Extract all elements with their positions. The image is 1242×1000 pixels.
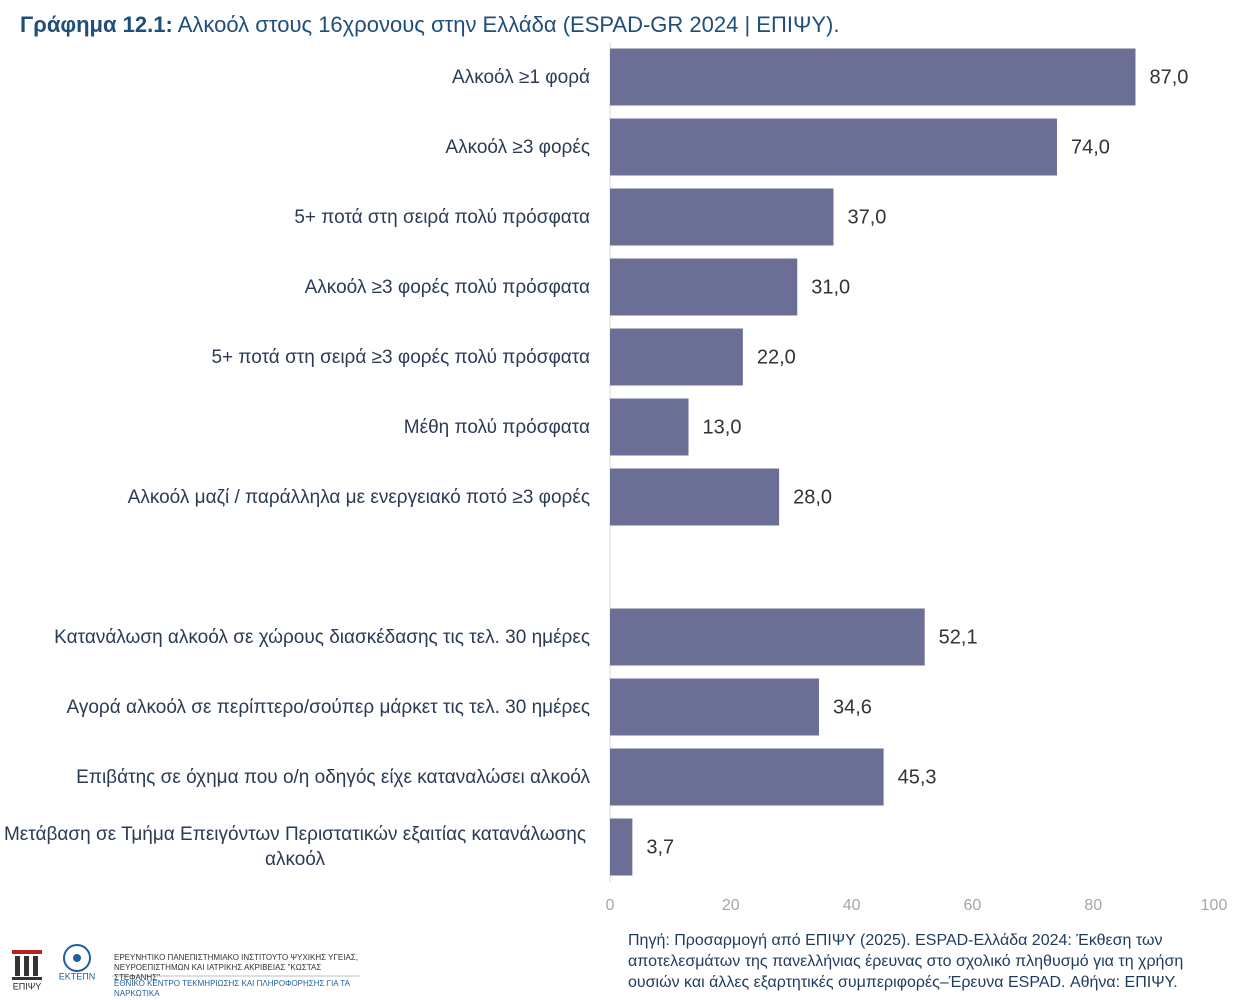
y-tick-label: Μέθη πολύ πρόσφατα xyxy=(0,415,590,440)
y-tick-label: 5+ ποτά στη σειρά ≥3 φορές πολύ πρόσφατα xyxy=(0,345,590,370)
category-text: Αγορά αλκοόλ σε περίπτερο/σούπερ μάρκετ … xyxy=(66,696,590,718)
y-tick-label: Αγορά αλκοόλ σε περίπτερο/σούπερ μάρκετ … xyxy=(0,695,590,720)
y-tick-label: Αλκοόλ ≥1 φορά xyxy=(0,65,590,90)
category-text: 5+ ποτά στη σειρά πολύ πρόσφατα xyxy=(294,206,590,228)
bar xyxy=(610,398,689,456)
value-label: 52,1 xyxy=(939,626,978,648)
title-text: Αλκοόλ στους 16χρονους στην Ελλάδα (ESPA… xyxy=(177,12,840,37)
x-tick-label: 0 xyxy=(606,897,615,914)
logo-text: ΕΠΙΨΥ xyxy=(13,981,42,991)
x-tick-label: 80 xyxy=(1084,897,1102,914)
bar xyxy=(610,258,798,316)
chart-title: Γράφημα 12.1: Αλκοόλ στους 16χρονους στη… xyxy=(20,12,839,38)
x-tick-label: 40 xyxy=(843,897,861,914)
value-label: 34,6 xyxy=(833,696,872,718)
bar xyxy=(610,118,1057,176)
category-text: Αλκοόλ ≥1 φορά xyxy=(452,66,590,88)
bar xyxy=(610,468,780,526)
bar xyxy=(610,678,819,736)
title-label: Γράφημα 12.1: xyxy=(20,12,173,37)
y-tick-label: Μετάβαση σε Τμήμα Επειγόντων Περιστατικώ… xyxy=(0,822,590,872)
logo-epipsy: ΕΠΙΨΥ xyxy=(12,950,42,991)
value-label: 13,0 xyxy=(703,416,742,438)
bar xyxy=(610,748,884,806)
y-tick-label: Επιβάτης σε όχημα που ο/η οδηγός είχε κα… xyxy=(0,765,590,790)
value-label: 31,0 xyxy=(811,276,850,298)
bar xyxy=(610,328,743,386)
value-label: 37,0 xyxy=(847,206,886,228)
logo-text: ΕΚΤΕΠΝ xyxy=(59,971,96,981)
category-text: 5+ ποτά στη σειρά ≥3 φορές πολύ πρόσφατα xyxy=(211,346,590,368)
value-label: 87,0 xyxy=(1149,66,1188,88)
y-tick-label: Αλκοόλ ≥3 φορές πολύ πρόσφατα xyxy=(0,275,590,300)
source-note: Πηγή: Προσαρμογή από ΕΠΙΨΥ (2025). ESPAD… xyxy=(628,932,1184,991)
x-tick-label: 20 xyxy=(722,897,740,914)
x-tick-label: 60 xyxy=(964,897,982,914)
x-tick-label: 100 xyxy=(1201,897,1228,914)
category-text: Μέθη πολύ πρόσφατα xyxy=(403,416,590,438)
category-text: Αλκοόλ μαζί / παράλληλα με ενεργειακό πο… xyxy=(127,486,590,508)
bar xyxy=(610,48,1136,106)
institute-name: ΕΡΕΥΝΗΤΙΚΟ ΠΑΝΕΠΙΣΤΗΜΙΑΚΟ ΙΝΣΤΙΤΟΥΤΟ ΨΥΧ… xyxy=(114,953,358,982)
category-text: Αλκοόλ ≥3 φορές xyxy=(445,136,590,158)
y-tick-label: Κατανάλωση αλκοόλ σε χώρους διασκέδασης … xyxy=(0,625,590,650)
bar xyxy=(610,818,633,876)
value-label: 45,3 xyxy=(898,766,937,788)
logo-ektepn: ΕΚΤΕΠΝ xyxy=(59,944,96,981)
category-text: Μετάβαση σε Τμήμα Επειγόντων Περιστατικώ… xyxy=(3,824,586,870)
value-label: 3,7 xyxy=(646,836,674,858)
y-tick-label: Αλκοόλ ≥3 φορές xyxy=(0,135,590,160)
category-text: Αλκοόλ ≥3 φορές πολύ πρόσφατα xyxy=(304,276,590,298)
category-text: Κατανάλωση αλκοόλ σε χώρους διασκέδασης … xyxy=(54,626,590,648)
bar xyxy=(610,608,925,666)
value-label: 74,0 xyxy=(1071,136,1110,158)
category-text: Επιβάτης σε όχημα που ο/η οδηγός είχε κα… xyxy=(76,766,590,788)
value-label: 22,0 xyxy=(757,346,796,368)
value-label: 28,0 xyxy=(793,486,832,508)
bar xyxy=(610,188,834,246)
centre-name: ΕΘΝΙΚΟ ΚΕΝΤΡΟ ΤΕΚΜΗΡΙΩΣΗΣ ΚΑΙ ΠΛΗΡΟΦΟΡΗΣ… xyxy=(114,979,350,998)
y-tick-label: 5+ ποτά στη σειρά πολύ πρόσφατα xyxy=(0,205,590,230)
y-tick-label: Αλκοόλ μαζί / παράλληλα με ενεργειακό πο… xyxy=(0,485,590,510)
